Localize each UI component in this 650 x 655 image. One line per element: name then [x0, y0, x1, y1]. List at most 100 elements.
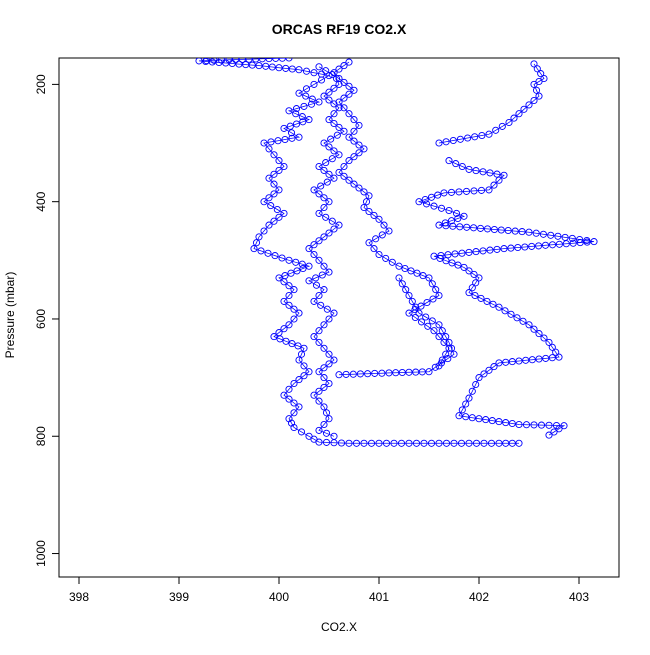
- data-point: [330, 432, 338, 440]
- data-point: [360, 145, 368, 153]
- data-point: [265, 145, 273, 153]
- data-point: [468, 284, 476, 292]
- data-point: [328, 155, 336, 163]
- data-point: [441, 219, 449, 227]
- data-point: [449, 136, 457, 145]
- data-point: [495, 359, 503, 367]
- data-point: [355, 184, 363, 192]
- data-point: [470, 270, 478, 278]
- data-point: [508, 419, 516, 428]
- data-point: [290, 409, 298, 417]
- data-point: [490, 363, 498, 371]
- data-point: [330, 119, 338, 128]
- data-point: [325, 116, 333, 124]
- data-point: [292, 110, 300, 118]
- data-point: [438, 327, 446, 335]
- data-point: [385, 227, 393, 235]
- data-point: [375, 250, 383, 259]
- data-point: [255, 62, 263, 70]
- data-point: [545, 431, 553, 439]
- data-point: [285, 58, 293, 62]
- data-point: [515, 420, 523, 429]
- y-tick-label: 1000: [34, 540, 48, 567]
- data-point: [323, 178, 331, 186]
- data-point: [412, 368, 420, 376]
- data-point: [498, 122, 506, 130]
- data-point: [540, 74, 548, 83]
- data-point: [345, 82, 353, 90]
- data-point: [290, 305, 298, 313]
- data-point: [325, 229, 333, 237]
- data-point: [413, 269, 421, 277]
- data-point: [420, 439, 428, 447]
- data-point: [350, 127, 358, 135]
- data-point: [349, 370, 357, 378]
- data-point: [352, 439, 361, 447]
- data-point: [430, 327, 438, 335]
- data-point: [500, 245, 508, 253]
- data-point: [310, 333, 318, 341]
- data-point: [462, 413, 470, 421]
- data-point: [297, 428, 306, 436]
- x-tick-label: 399: [169, 590, 189, 604]
- data-point: [560, 422, 568, 430]
- data-point: [530, 60, 538, 68]
- data-point: [402, 286, 410, 294]
- data-point: [451, 250, 459, 258]
- data-point: [288, 65, 296, 73]
- data-point: [515, 357, 523, 365]
- data-point: [450, 350, 458, 358]
- data-point: [286, 122, 294, 130]
- data-point: [417, 318, 426, 326]
- data-point: [335, 168, 343, 176]
- data-point: [412, 303, 420, 311]
- data-point: [320, 374, 328, 382]
- data-point: [424, 322, 432, 330]
- data-point: [265, 221, 273, 229]
- data-point: [325, 315, 333, 323]
- data-point: [537, 70, 545, 78]
- data-point: [372, 235, 380, 243]
- data-point: [315, 387, 323, 395]
- data-point: [440, 189, 448, 197]
- data-point: [265, 58, 273, 63]
- data-point: [320, 92, 328, 100]
- data-point: [208, 58, 216, 66]
- y-tick-label: 400: [34, 191, 48, 211]
- data-point: [490, 225, 498, 234]
- data-point: [340, 104, 348, 112]
- data-point: [378, 369, 386, 377]
- data-point: [435, 291, 443, 300]
- data-point: [388, 258, 396, 266]
- data-point: [375, 215, 383, 223]
- data-point: [302, 85, 311, 93]
- data-point: [434, 191, 442, 199]
- data-point: [280, 124, 288, 132]
- data-point: [435, 333, 443, 341]
- data-point: [275, 186, 283, 194]
- data-point: [295, 89, 303, 97]
- data-point: [495, 176, 503, 184]
- y-axis-label: Pressure (mbar): [3, 272, 17, 359]
- data-point: [322, 438, 331, 446]
- data-point: [479, 247, 487, 255]
- y-tick-label: 600: [34, 309, 48, 329]
- data-point: [397, 439, 406, 447]
- data-point: [495, 439, 503, 447]
- data-point: [330, 225, 338, 233]
- data-point: [288, 340, 296, 348]
- data-point: [325, 268, 333, 276]
- data-point: [325, 170, 333, 178]
- data-point: [330, 309, 338, 317]
- data-point: [390, 439, 398, 447]
- data-point: [345, 439, 353, 447]
- data-point: [430, 202, 438, 210]
- data-point: [535, 330, 543, 338]
- data-point: [330, 100, 338, 108]
- data-point: [475, 274, 483, 282]
- data-point: [322, 429, 331, 437]
- data-point: [265, 194, 273, 202]
- data-point: [355, 121, 363, 129]
- y-axis: 200 400 600 800 1000: [34, 74, 59, 567]
- data-point: [428, 317, 436, 325]
